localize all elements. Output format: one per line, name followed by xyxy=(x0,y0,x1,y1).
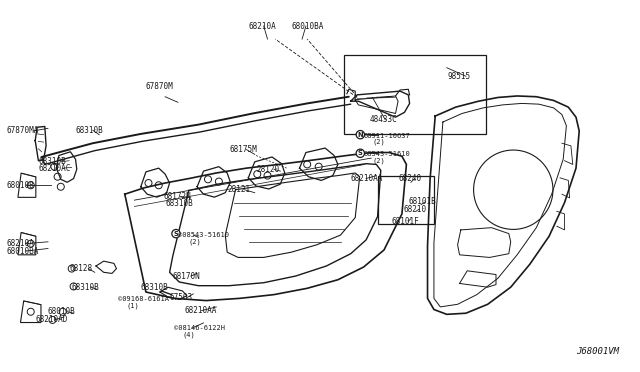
Text: 98515: 98515 xyxy=(448,72,471,81)
Text: 68310B: 68310B xyxy=(72,283,99,292)
Text: 68310B: 68310B xyxy=(38,157,66,166)
Text: 48433C: 48433C xyxy=(370,115,397,124)
Bar xyxy=(378,176,434,224)
Text: 68210A: 68210A xyxy=(6,239,34,248)
Text: 68210AA: 68210AA xyxy=(351,174,383,183)
Circle shape xyxy=(356,149,365,157)
Text: ©08146-6122H: ©08146-6122H xyxy=(174,325,225,331)
Text: 68010B: 68010B xyxy=(48,307,76,316)
Text: (4): (4) xyxy=(182,331,195,338)
Text: 68310B: 68310B xyxy=(165,199,193,208)
Text: J68001VM: J68001VM xyxy=(577,347,620,356)
Text: 68010BA: 68010BA xyxy=(291,22,324,31)
Text: 68310B: 68310B xyxy=(141,283,168,292)
Text: 68128: 68128 xyxy=(69,264,92,273)
Text: 28121: 28121 xyxy=(227,185,250,194)
Text: ©09168-6161A: ©09168-6161A xyxy=(118,296,170,302)
Text: 08543-51610: 08543-51610 xyxy=(364,151,410,157)
Text: N: N xyxy=(358,132,363,138)
Text: 68101B: 68101B xyxy=(408,197,436,206)
Text: 67503: 67503 xyxy=(170,293,193,302)
Text: (1): (1) xyxy=(127,302,140,309)
Text: 68210AC: 68210AC xyxy=(38,164,71,173)
Text: 68101F: 68101F xyxy=(392,217,419,226)
Text: 67870MA: 67870MA xyxy=(6,126,39,135)
Text: 68170N: 68170N xyxy=(173,272,200,280)
Text: 68010B: 68010B xyxy=(6,181,34,190)
Text: 68310B: 68310B xyxy=(76,126,103,135)
Text: 68172N: 68172N xyxy=(163,192,191,201)
Text: 28120: 28120 xyxy=(256,165,279,174)
Text: 08911-10637: 08911-10637 xyxy=(364,133,410,139)
Text: ©08543-51610: ©08543-51610 xyxy=(178,232,229,238)
Text: 68210A: 68210A xyxy=(248,22,276,31)
Text: 68175M: 68175M xyxy=(229,145,257,154)
Text: 68010BA: 68010BA xyxy=(6,247,39,256)
Text: (2): (2) xyxy=(372,139,385,145)
Text: (2): (2) xyxy=(189,238,202,245)
Text: 68210AA: 68210AA xyxy=(184,306,217,315)
Text: 68210AD: 68210AD xyxy=(35,315,68,324)
Bar xyxy=(344,55,486,134)
Text: S: S xyxy=(358,150,363,156)
Text: 67870M: 67870M xyxy=(146,82,173,91)
Circle shape xyxy=(172,230,180,238)
Text: 68240: 68240 xyxy=(398,174,421,183)
Text: S: S xyxy=(173,231,179,237)
Text: 68210: 68210 xyxy=(403,205,426,214)
Circle shape xyxy=(356,131,365,139)
Text: (2): (2) xyxy=(372,157,385,164)
